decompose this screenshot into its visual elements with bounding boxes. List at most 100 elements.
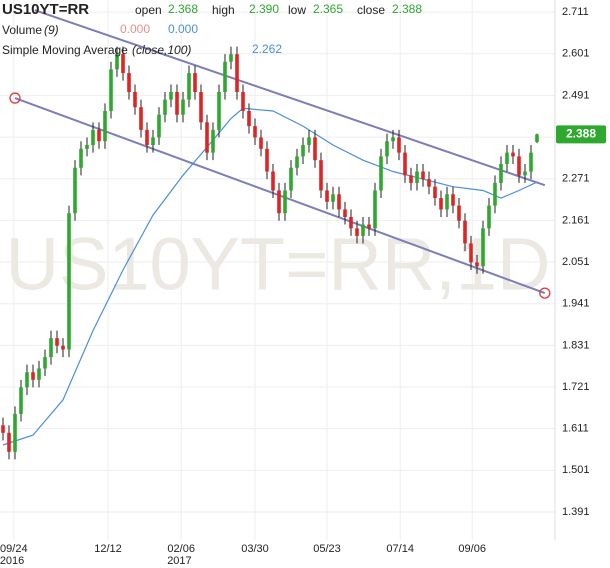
open-value: 2.368 — [168, 2, 198, 16]
candle-body — [409, 175, 413, 183]
candle-body — [469, 243, 473, 263]
low-value: 2.365 — [313, 2, 343, 16]
candle-body — [205, 122, 209, 153]
candle-body — [115, 54, 119, 70]
y-tick-label: 2.161 — [562, 214, 590, 226]
chart-title: US10YT=RR — [2, 1, 89, 18]
y-tick-label: 1.721 — [562, 381, 590, 393]
candle-body — [181, 99, 185, 115]
candle-body — [511, 152, 515, 157]
candle-body — [157, 114, 161, 138]
candle-body — [79, 148, 83, 168]
candle-body — [385, 141, 389, 157]
y-tick-label: 1.941 — [562, 298, 590, 310]
close-label: close — [357, 3, 385, 17]
candle-body — [415, 171, 419, 183]
candle-body — [91, 129, 95, 146]
candle-body — [25, 372, 29, 388]
candle-body — [283, 190, 287, 214]
open-label: open — [135, 3, 162, 17]
candle-body — [517, 156, 521, 176]
y-tick-label: 1.611 — [562, 423, 589, 435]
sma-param: (close,100) — [132, 43, 191, 57]
candle-body — [331, 194, 335, 202]
candle-body — [475, 262, 479, 267]
y-tick-label: 1.831 — [562, 339, 590, 351]
candle-body — [445, 194, 449, 210]
x-year-label: 2016 — [0, 555, 24, 567]
candle-body — [361, 224, 365, 236]
trend-marker — [9, 92, 21, 104]
candle-body — [421, 171, 425, 180]
candle-body — [193, 73, 197, 93]
x-tick-label: 02/06 — [167, 543, 195, 555]
sma-line — [2, 107, 538, 446]
candle-body — [223, 61, 227, 93]
close-value: 2.388 — [392, 2, 422, 16]
candle-body — [325, 190, 329, 202]
candle-body — [97, 129, 101, 142]
candle-body — [271, 171, 275, 191]
candle-body — [253, 126, 257, 138]
volume-value: 0.000 — [120, 22, 150, 36]
candle-body — [481, 228, 485, 267]
candle-body — [337, 194, 341, 210]
candle-body — [13, 413, 17, 452]
candle-body — [247, 110, 251, 127]
grid — [0, 0, 555, 540]
candle-body — [391, 137, 395, 142]
candle-body — [313, 137, 317, 161]
candle-body — [163, 99, 167, 115]
candle-body — [463, 220, 467, 244]
candle-body — [217, 92, 221, 130]
candle-body — [241, 92, 245, 111]
candle-body — [55, 338, 59, 346]
candle-body — [535, 134, 539, 143]
candle-body — [109, 69, 113, 111]
sma-label: Simple Moving Average — [2, 43, 128, 57]
y-tick-label: 2.051 — [562, 256, 590, 268]
x-tick-label: 09/06 — [458, 543, 486, 555]
candle-body — [307, 137, 311, 146]
candle-body — [523, 171, 527, 176]
candle-body — [397, 137, 401, 153]
trend-marker — [539, 287, 551, 299]
x-tick-label: 12/12 — [94, 543, 122, 555]
candle-body — [151, 137, 155, 146]
candle-body — [73, 167, 77, 214]
volume-value: 0.000 — [168, 22, 198, 36]
sma-value: 2.262 — [252, 42, 282, 56]
x-tick-label: 03/30 — [241, 543, 269, 555]
volume-param: (9) — [44, 23, 59, 37]
x-year-label: 2017 — [167, 555, 191, 567]
candle-body — [487, 205, 491, 229]
candle-body — [43, 357, 47, 369]
plot-area — [1, 9, 551, 460]
candle-body — [427, 179, 431, 187]
candle-body — [19, 387, 23, 414]
candle-body — [319, 160, 323, 191]
candle-body — [289, 167, 293, 191]
y-tick-label: 1.391 — [562, 506, 590, 518]
y-tick-label: 2.711 — [562, 6, 589, 18]
candle-body — [85, 145, 89, 149]
trend-line — [34, 9, 546, 187]
candle-body — [1, 425, 5, 433]
candle-body — [199, 92, 203, 123]
candle-body — [451, 194, 455, 206]
y-tick-label: 2.271 — [562, 173, 590, 185]
candle-body — [505, 152, 509, 164]
candle-body — [7, 432, 11, 452]
candle-body — [403, 152, 407, 176]
watermark: US10YT=RR,1D — [6, 223, 551, 306]
volume-label: Volume — [2, 23, 42, 37]
candle-body — [343, 209, 347, 217]
candle-body — [67, 213, 71, 350]
candle-body — [211, 129, 215, 153]
candle-body — [133, 92, 137, 108]
candle-body — [295, 156, 299, 168]
candle-body — [379, 156, 383, 191]
candle-body — [277, 190, 281, 214]
